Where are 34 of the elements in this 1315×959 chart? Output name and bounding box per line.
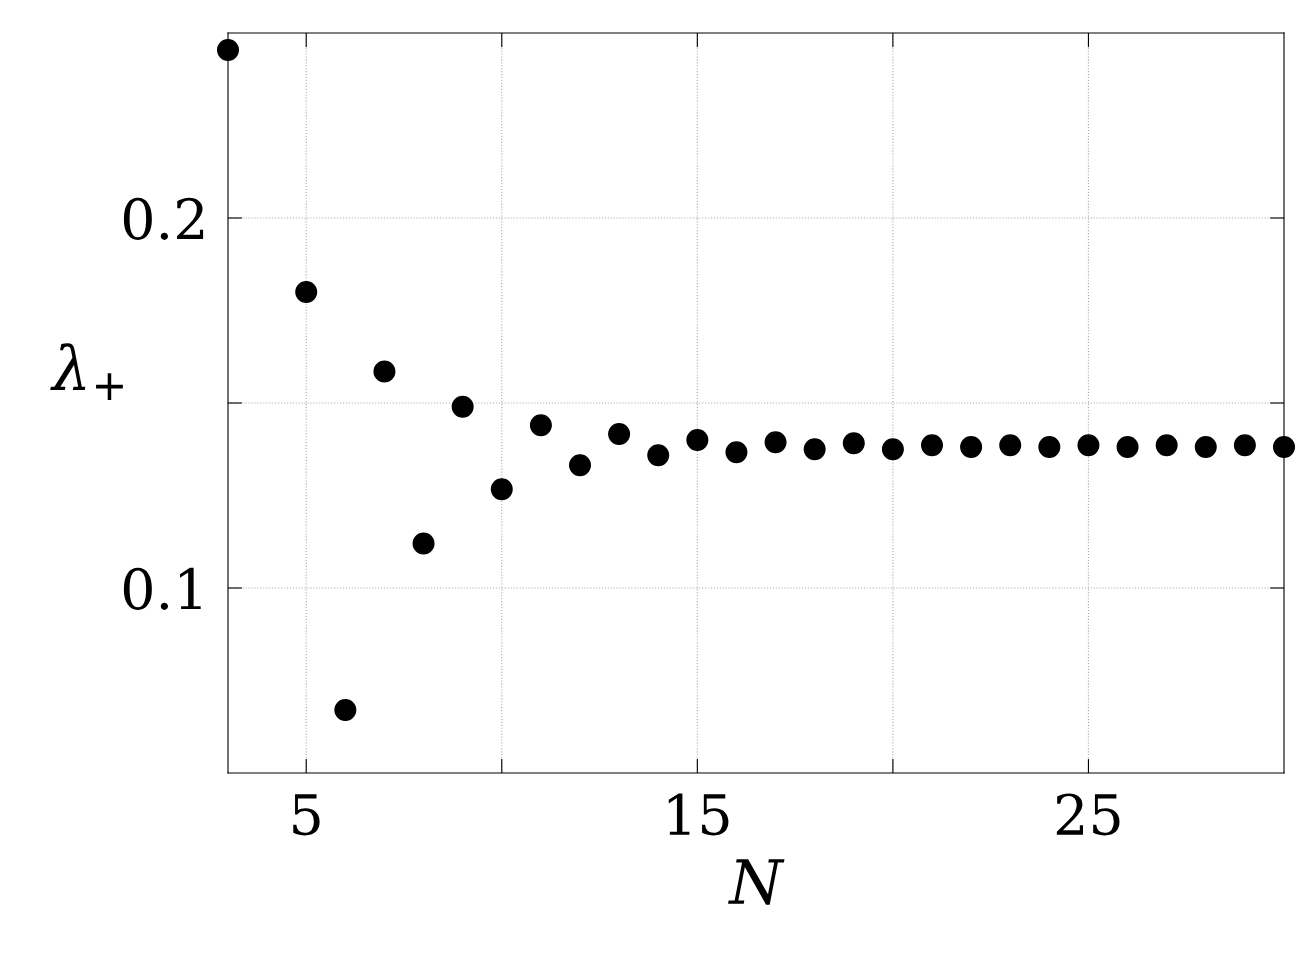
- x-tick-label: 5: [293, 794, 320, 836]
- point: [295, 281, 318, 303]
- point: [1077, 434, 1100, 457]
- point: [217, 39, 239, 62]
- y-tick-label: 0.1: [123, 567, 201, 610]
- point: [803, 438, 826, 461]
- x-tick-label: 15: [668, 793, 729, 836]
- y-axis-title: λ$_{+}$: [50, 343, 123, 401]
- point: [451, 395, 474, 418]
- point: [686, 429, 709, 451]
- point: [1038, 436, 1061, 459]
- point: [569, 454, 591, 477]
- point: [725, 441, 748, 464]
- point: [334, 699, 357, 722]
- point: [1194, 436, 1217, 459]
- point: [1233, 434, 1256, 457]
- y-tick-label: 0.2: [123, 197, 204, 240]
- point: [412, 532, 435, 555]
- point: [881, 438, 904, 461]
- point: [921, 434, 943, 457]
- point: [842, 432, 865, 455]
- point: [764, 431, 787, 454]
- x-axis-title: N: [728, 859, 785, 905]
- point: [999, 434, 1022, 457]
- point: [529, 414, 552, 437]
- point: [1273, 436, 1295, 459]
- point: [960, 436, 983, 459]
- point: [490, 478, 513, 501]
- point: [1116, 436, 1139, 459]
- x-tick-label: 25: [1056, 793, 1120, 836]
- point: [647, 444, 670, 467]
- point: [1155, 434, 1178, 457]
- point: [608, 423, 631, 446]
- point: [373, 360, 396, 383]
